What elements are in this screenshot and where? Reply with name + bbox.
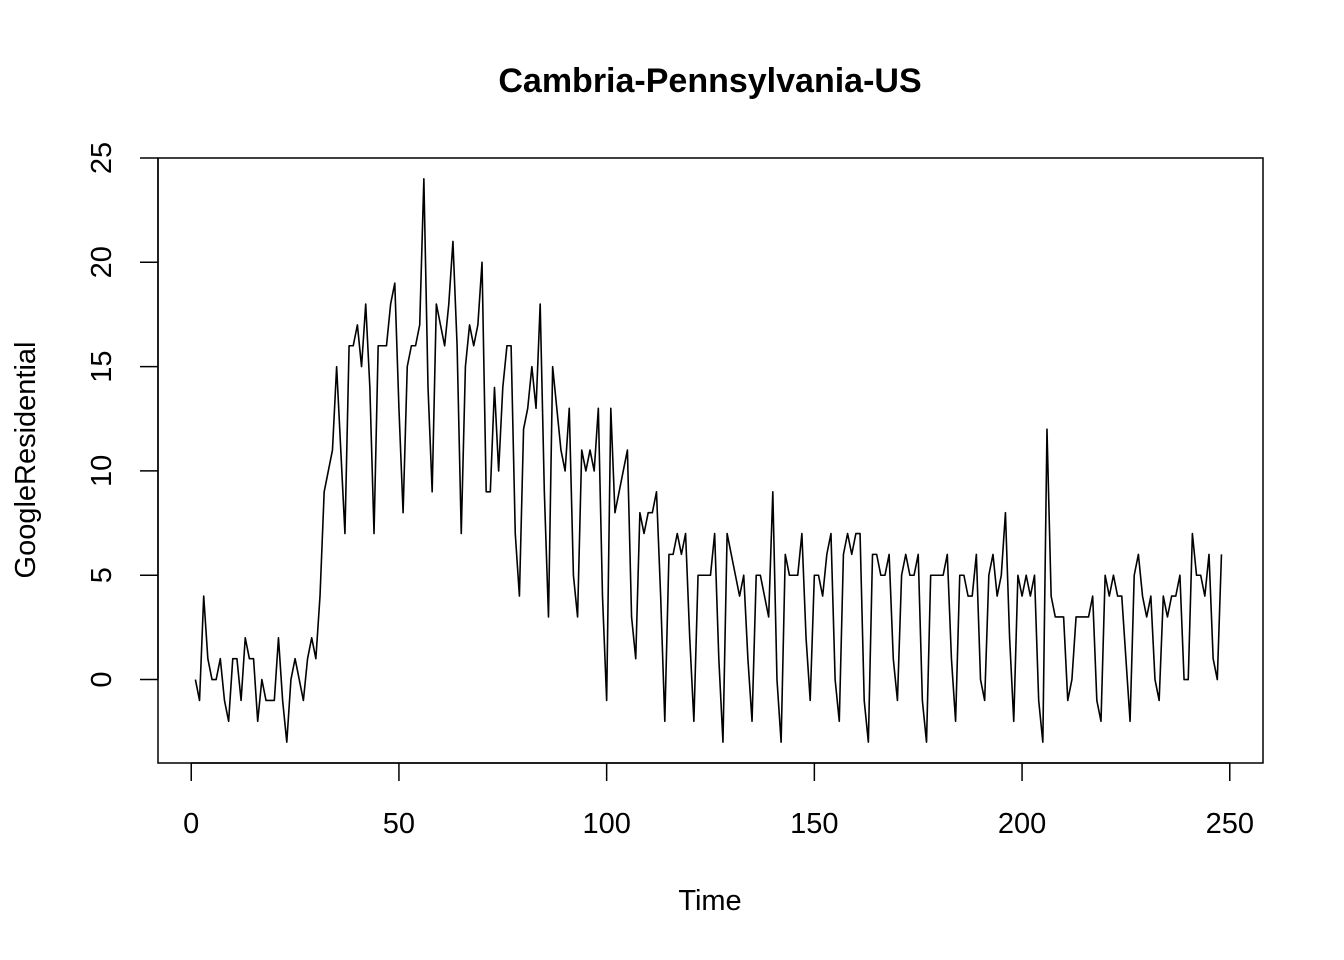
y-axis: 0 5 10 15 20 25	[86, 142, 159, 688]
y-tick-label: 20	[86, 246, 118, 278]
x-tick-label: 100	[582, 808, 630, 840]
x-tick-label: 0	[183, 808, 199, 840]
chart-title: Cambria-Pennsylvania-US	[498, 62, 921, 100]
x-axis-label: Time	[678, 885, 741, 917]
x-tick-label: 50	[383, 808, 415, 840]
y-tick-label: 15	[86, 350, 118, 382]
plot-frame	[157, 157, 1264, 764]
y-tick-label: 0	[86, 671, 118, 687]
x-axis: 0 50 100 150 200 250	[183, 762, 1254, 840]
y-tick-label: 25	[86, 142, 118, 174]
series-line	[194, 178, 1223, 743]
x-tick-label: 250	[1206, 808, 1254, 840]
y-tick-label: 5	[86, 567, 118, 583]
y-tick-label: 10	[86, 455, 118, 487]
y-axis-label: GoogleResidential	[10, 342, 42, 579]
x-tick-label: 150	[790, 808, 838, 840]
x-tick-label: 200	[998, 808, 1046, 840]
